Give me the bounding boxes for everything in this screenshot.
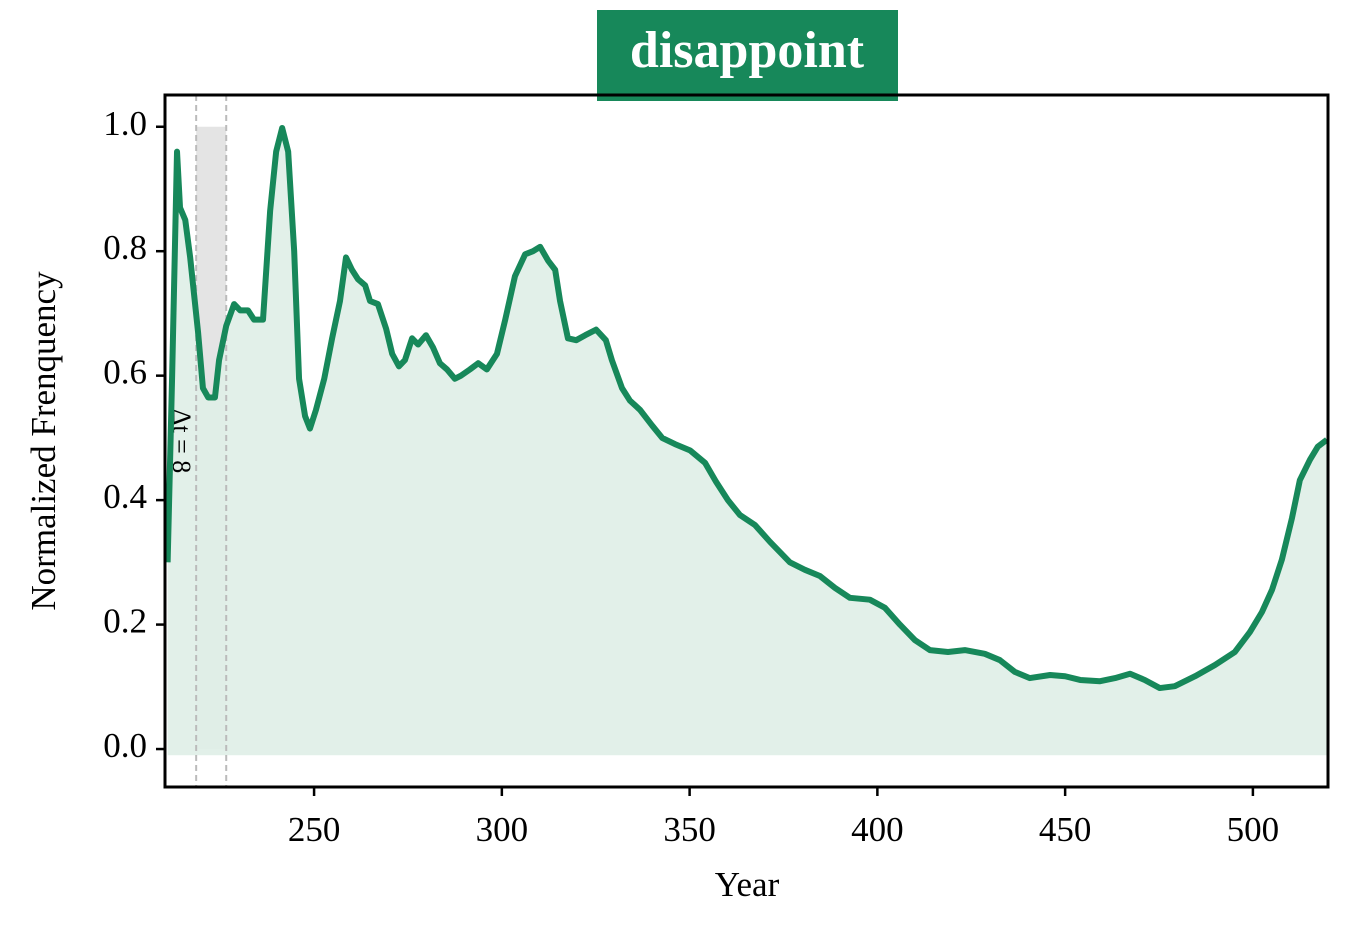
line xyxy=(164,124,1329,692)
x-tick-label: 450 xyxy=(1039,810,1092,849)
y-tick-label: 0.8 xyxy=(103,228,147,267)
x-tick-label: 350 xyxy=(663,810,716,849)
x-tick-label: 400 xyxy=(851,810,904,849)
y-tick-label: 0.6 xyxy=(103,353,147,392)
area-fill xyxy=(167,127,1327,756)
plot-frame xyxy=(163,93,1330,789)
y-axis-label: Normalized Frenquency xyxy=(24,271,63,611)
y-tick-label: 1.0 xyxy=(103,104,147,143)
y-tick-label: 0.0 xyxy=(103,726,147,765)
y-tick-label: 0.4 xyxy=(103,477,147,516)
x-tick-label: 250 xyxy=(288,810,341,849)
chart-title: disappoint xyxy=(630,22,865,79)
title-box xyxy=(597,10,898,101)
y-tick-label: 0.2 xyxy=(103,602,147,641)
x-tick-label: 500 xyxy=(1227,810,1280,849)
x-axis-label: Year xyxy=(715,865,780,904)
x-tick-label: 300 xyxy=(476,810,529,849)
